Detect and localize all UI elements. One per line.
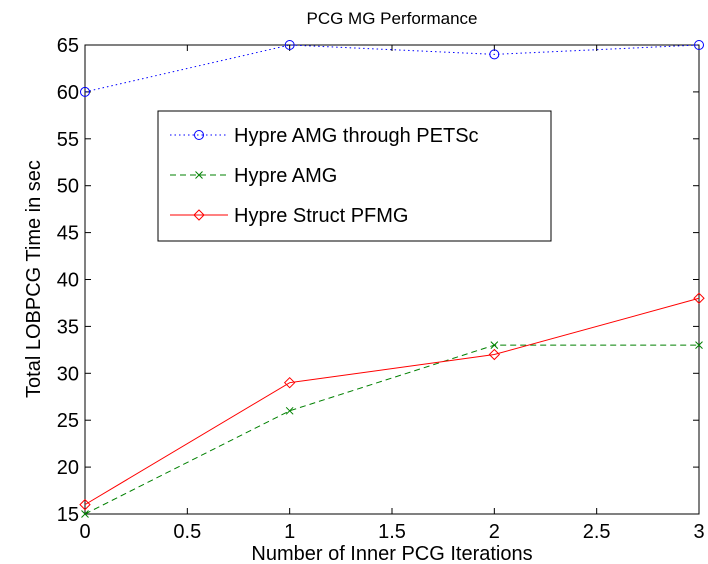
legend-marker	[194, 130, 204, 140]
data-point	[283, 376, 296, 389]
x-marker-stroke	[490, 341, 499, 350]
series-line	[84, 44, 700, 93]
data-point	[285, 406, 294, 415]
x-tick-label: 3	[693, 521, 704, 543]
legend-label: Hypre Struct PFMG	[234, 205, 408, 227]
x-tick-label: 0.5	[173, 521, 201, 543]
y-tick-label: 45	[57, 223, 79, 245]
y-tick-label: 30	[57, 363, 79, 385]
x-tick-label: 2	[489, 521, 500, 543]
chart-title: PCG MG Performance	[307, 9, 478, 28]
axes-group: 0 0.5 1 1.5 2 2.5 3 15 20 25 30 35 40 45 50 55 60 65	[57, 35, 705, 543]
data-point	[693, 292, 705, 304]
x-tick-label: 1.5	[378, 521, 406, 543]
data-point	[694, 40, 704, 50]
data-point	[81, 510, 89, 518]
legend-box	[157, 110, 552, 242]
series-1	[80, 40, 704, 97]
y-tick-label: 60	[57, 82, 79, 104]
data-point	[80, 86, 90, 97]
series-line	[84, 297, 700, 506]
y-tick-label: 20	[57, 457, 79, 479]
x-marker-stroke	[285, 406, 294, 415]
legend-marker	[193, 209, 205, 221]
series-group	[79, 40, 705, 518]
y-tick-label: 35	[57, 316, 79, 338]
data-point	[79, 498, 91, 511]
legend-label: Hypre AMG	[234, 165, 337, 187]
y-tick-label: 15	[57, 504, 79, 526]
data-point	[489, 49, 500, 60]
y-tick-label: 50	[57, 176, 79, 198]
legend-marker	[195, 171, 203, 179]
x-marker-stroke	[195, 171, 203, 179]
legend-label: Hypre AMG through PETSc	[234, 125, 479, 147]
series-3	[79, 292, 705, 511]
x-tick-label: 1	[284, 521, 295, 543]
y-axis-title: Total LOBPCG Time in sec	[23, 160, 45, 398]
y-tick-label: 40	[57, 270, 79, 292]
data-point	[488, 348, 501, 361]
x-axis-title: Number of Inner PCG Iterations	[251, 543, 532, 564]
y-tick-label: 25	[57, 410, 79, 432]
series-2	[81, 341, 703, 518]
y-tick-label: 55	[57, 129, 79, 151]
data-point	[284, 40, 295, 50]
series-line	[84, 344, 699, 515]
x-marker-stroke	[81, 510, 89, 518]
data-point	[490, 341, 499, 350]
x-tick-label: 0	[79, 521, 90, 543]
y-tick-label: 65	[57, 35, 79, 57]
x-marker-stroke	[695, 341, 703, 350]
legend: Hypre AMG through PETSc Hypre AMG Hypre St…	[157, 110, 552, 242]
data-point	[695, 341, 703, 350]
x-tick-label: 2.5	[583, 521, 611, 543]
